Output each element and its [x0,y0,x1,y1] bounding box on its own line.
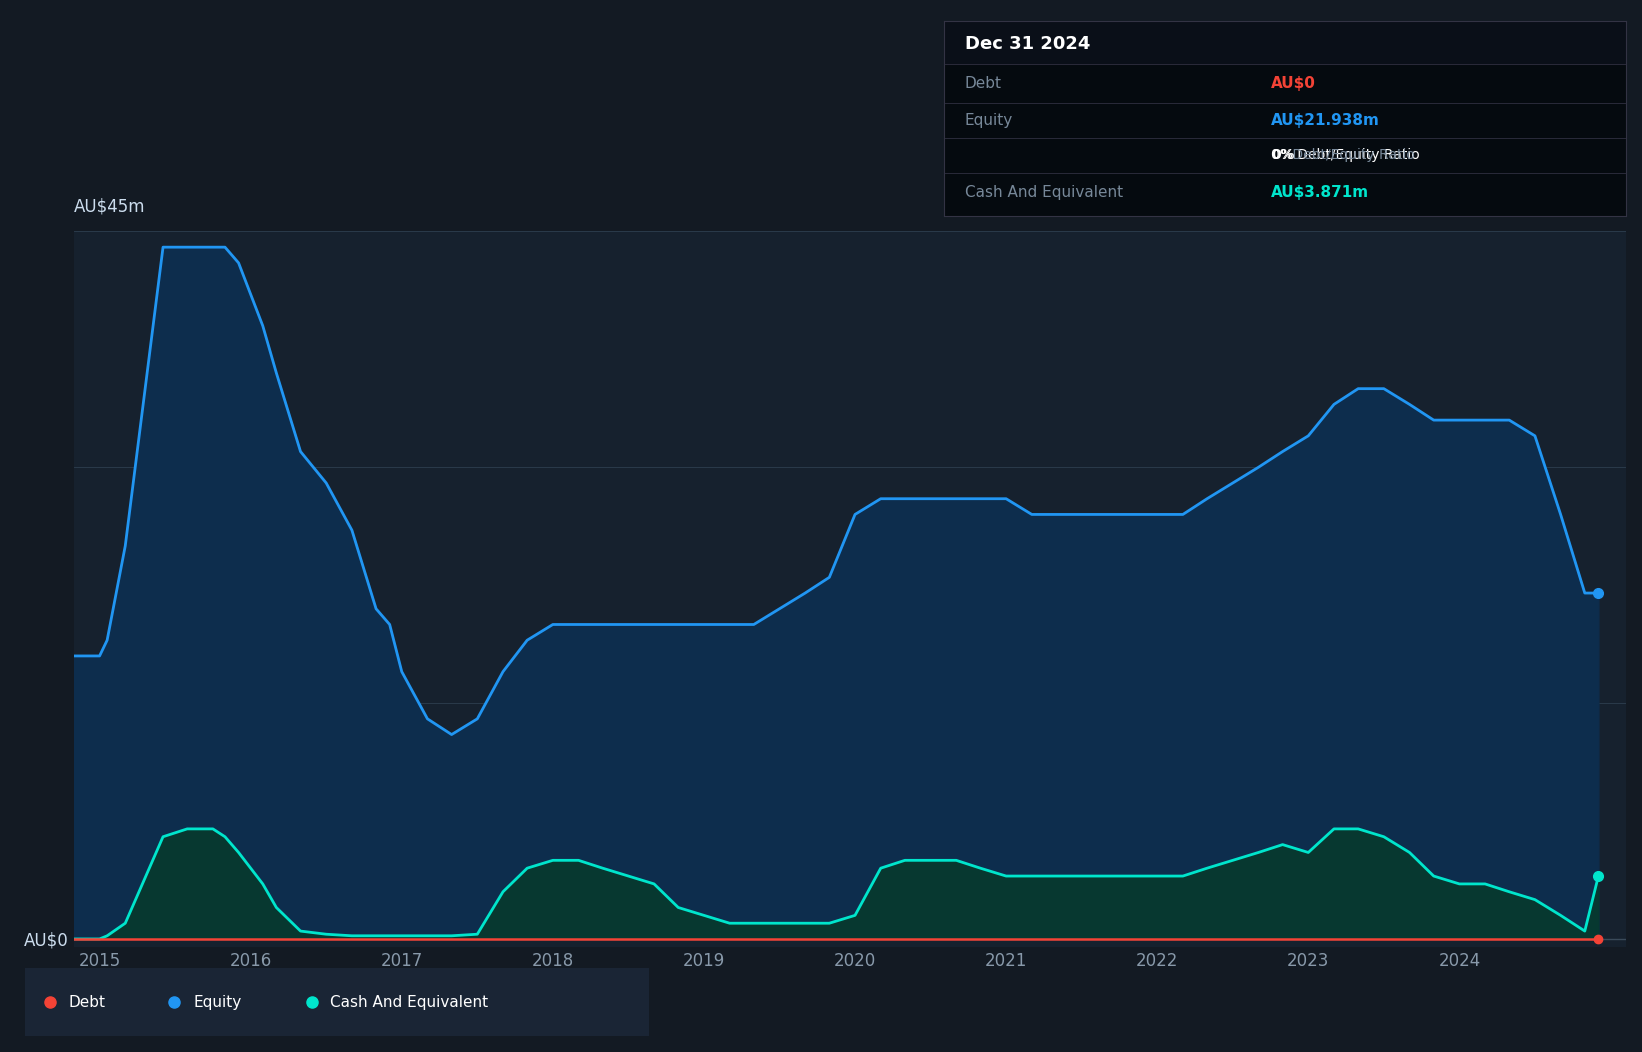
Text: AU$45m: AU$45m [74,198,146,216]
Text: Debt: Debt [964,76,1002,90]
Text: Cash And Equivalent: Cash And Equivalent [964,185,1123,200]
Bar [944,21,1626,64]
Text: Debt: Debt [69,994,105,1010]
Text: AU$3.871m: AU$3.871m [1271,185,1369,200]
Text: 0%: 0% [1271,148,1296,162]
Text: Dec 31 2024: Dec 31 2024 [964,36,1090,54]
Text: AU$0: AU$0 [1271,76,1317,90]
Text: 0% Debt/Equity Ratio: 0% Debt/Equity Ratio [1271,148,1420,162]
Text: Equity: Equity [964,113,1013,127]
Text: Cash And Equivalent: Cash And Equivalent [330,994,489,1010]
Text: Debt/Equity Ratio: Debt/Equity Ratio [1289,148,1415,162]
Text: AU$21.938m: AU$21.938m [1271,113,1381,127]
Text: Equity: Equity [194,994,241,1010]
